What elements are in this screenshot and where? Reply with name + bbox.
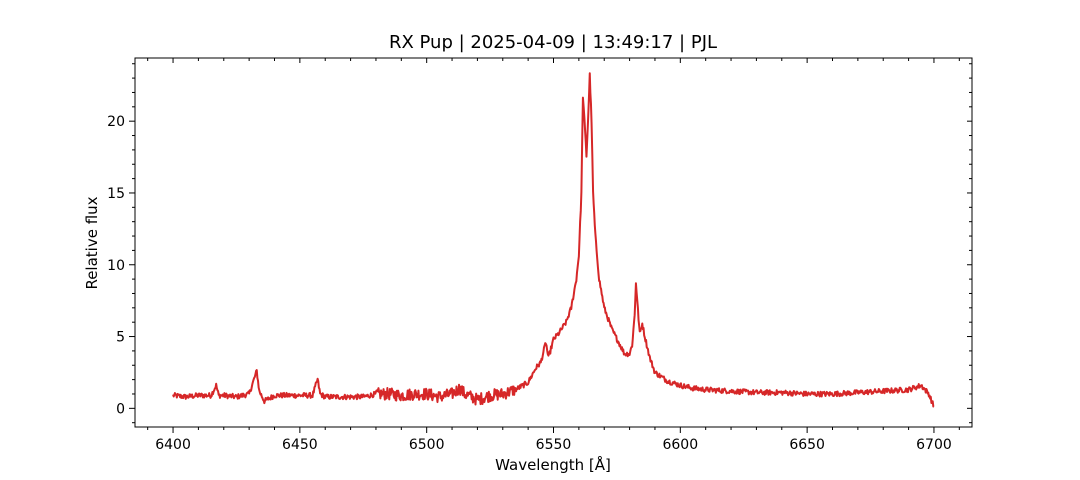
y-tick-label: 15 [107,186,125,202]
series-line-0 [172,72,935,408]
y-tick-label: 10 [107,258,125,274]
y-tick-label: 20 [107,114,125,130]
x-tick-label: 6600 [662,437,698,453]
x-tick-label: 6650 [789,437,825,453]
y-tick-label: 5 [116,330,125,346]
plot-frame [134,57,973,428]
x-axis-label: Wavelength [Å] [495,455,611,474]
y-axis-label: Relative flux [83,196,101,289]
x-axis: 6400 6450 6500 6550 6600 6650 6700 [147,58,960,453]
y-tick-label: 0 [116,401,125,417]
y-axis: 0 5 10 15 20 [107,63,972,424]
chart-title: RX Pup | 2025-04-09 | 13:49:17 | PJL [389,32,717,53]
x-tick-label: 6450 [282,437,318,453]
plot-area [172,72,935,408]
x-tick-label: 6500 [409,437,445,453]
x-tick-label: 6550 [536,437,572,453]
x-tick-label: 6700 [916,437,952,453]
x-tick-label: 6400 [155,437,191,453]
